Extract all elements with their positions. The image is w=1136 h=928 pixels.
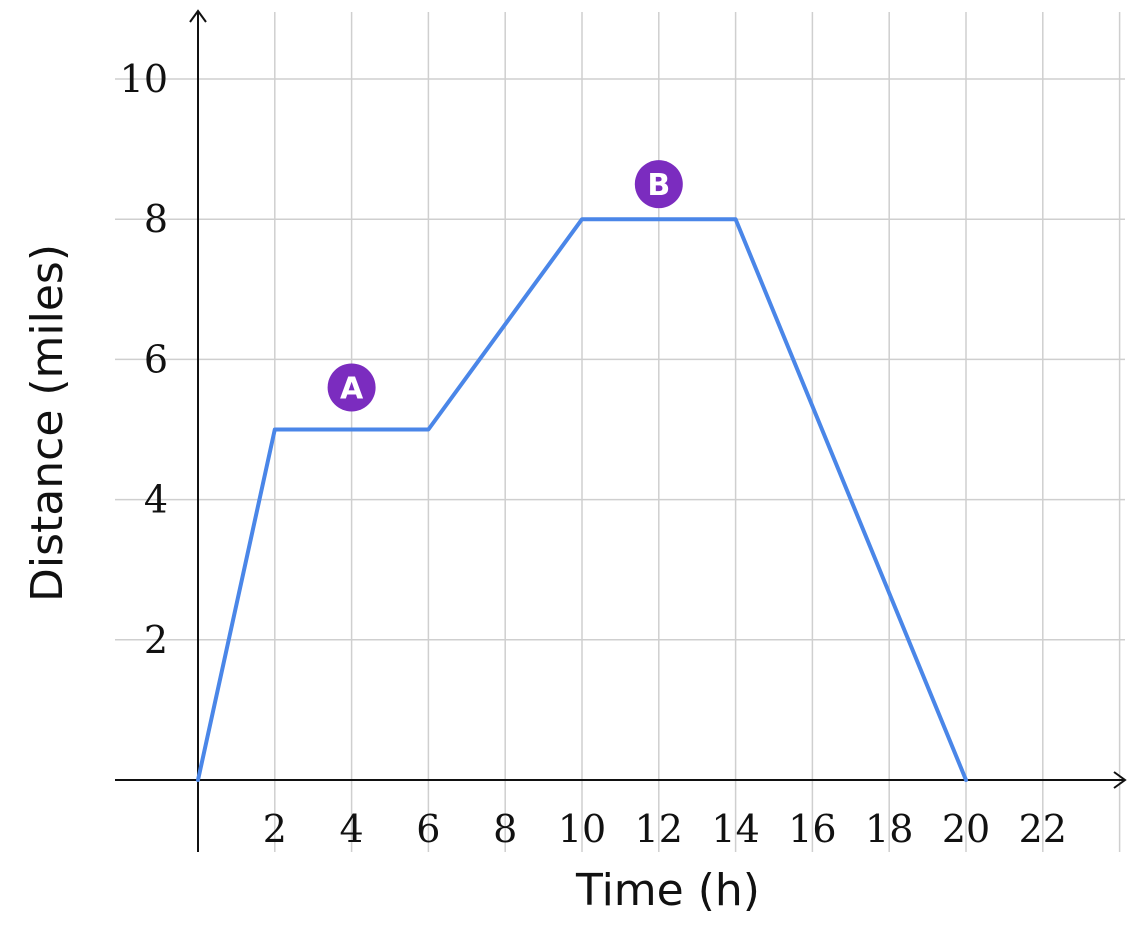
x-tick-label: 22 [1019,807,1067,851]
distance-series-line [196,217,968,782]
x-tick-label: 12 [635,807,683,851]
y-axis-arrow [189,9,207,23]
x-tick-label: 4 [340,807,364,851]
y-tick-label: 2 [144,618,168,662]
y-tick-label: 10 [120,57,168,101]
x-tick-label: 2 [263,807,287,851]
y-tick-label: 6 [144,337,168,381]
annotation-marker-a: A [327,363,376,412]
x-tick-label: 18 [865,807,913,851]
x-tick-label: 8 [493,807,517,851]
series-layer [196,217,968,782]
y-axis-title: Distance (miles) [22,244,73,602]
y-tick-label: 4 [144,478,168,522]
x-tick-label: 6 [416,807,440,851]
annotation-label: B [647,168,670,203]
annotation-layer: AB [327,160,683,412]
x-tick-label: 16 [788,807,836,851]
annotation-circle [327,363,376,412]
grid [115,12,1125,852]
y-tick-label: 8 [144,197,168,241]
annotation-marker-b: B [634,160,683,209]
axes [115,9,1127,852]
annotation-label: A [340,371,364,406]
x-tick-label: 10 [558,807,606,851]
annotation-circle [634,160,683,209]
x-axis-arrow [1113,771,1127,789]
x-axis-title: Time (h) [575,865,760,916]
x-tick-label: 14 [711,807,759,851]
x-tick-label: 20 [942,807,990,851]
